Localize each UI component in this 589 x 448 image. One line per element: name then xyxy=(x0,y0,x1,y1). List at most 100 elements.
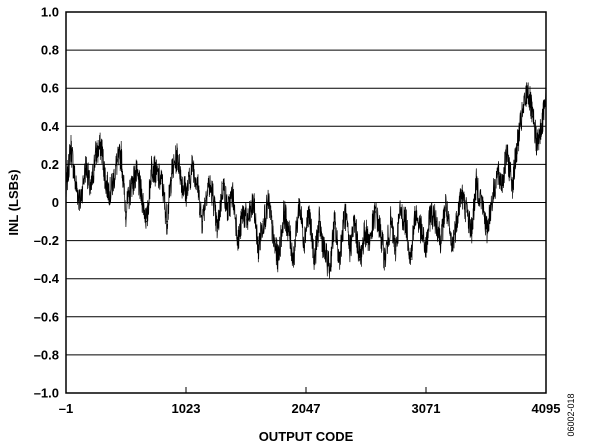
inl-data-point xyxy=(323,249,325,251)
inl-data-point xyxy=(247,220,249,223)
inl-data-point xyxy=(374,211,377,213)
inl-data-point xyxy=(512,182,514,185)
inl-data-point xyxy=(470,230,473,232)
inl-data-point xyxy=(161,182,163,185)
inl-data-point xyxy=(216,230,218,232)
inl-data-point xyxy=(135,173,138,175)
inl-data-point xyxy=(455,220,457,223)
y-tick-label: –1.0 xyxy=(34,386,59,401)
inl-data-point xyxy=(207,182,209,185)
inl-data-point xyxy=(338,259,340,261)
inl-data-point xyxy=(120,154,122,156)
inl-data-point xyxy=(268,201,270,204)
inl-data-point xyxy=(242,211,244,213)
y-tick-label: 0.2 xyxy=(41,157,59,172)
inl-data-point xyxy=(506,154,508,156)
inl-data-point xyxy=(151,163,153,165)
inl-data-point xyxy=(100,144,102,146)
inl-data-point xyxy=(253,201,255,204)
inl-data-point xyxy=(257,249,259,251)
inl-data-point xyxy=(166,220,168,223)
inl-data-point xyxy=(292,259,295,261)
inl-data-point xyxy=(298,201,300,204)
inl-data-point xyxy=(192,163,194,165)
inl-data-point xyxy=(231,192,234,194)
inl-data-point xyxy=(115,163,118,165)
inl-series-line xyxy=(65,82,547,279)
inl-data-point xyxy=(399,211,401,213)
inl-data-point xyxy=(170,173,173,175)
inl-data-point xyxy=(79,201,81,204)
inl-data-point xyxy=(308,211,310,213)
inl-data-point xyxy=(186,192,188,194)
y-tick-label: –0.8 xyxy=(34,347,59,362)
inl-data-point xyxy=(521,116,523,118)
inl-data-point xyxy=(70,144,72,146)
y-tick-label: 0.4 xyxy=(41,119,60,134)
x-tick-label: 1023 xyxy=(172,401,201,416)
inl-data-point xyxy=(140,192,142,194)
x-axis-ticks: –1 1023 2047 3071 4095 xyxy=(59,387,560,416)
inl-data-point xyxy=(344,211,346,213)
inl-data-point xyxy=(212,192,214,194)
inl-data-point xyxy=(425,249,427,251)
inl-data-point xyxy=(414,211,416,213)
x-tick-label: 2047 xyxy=(292,401,321,416)
x-tick-label: –1 xyxy=(59,401,73,416)
inl-data-point xyxy=(201,220,203,223)
inl-data-point xyxy=(460,192,462,194)
inl-data-point xyxy=(501,182,503,185)
y-tick-label: 0.6 xyxy=(41,81,59,96)
inl-data-point xyxy=(384,259,386,261)
inl-data-point xyxy=(353,220,355,223)
inl-data-point xyxy=(349,249,351,251)
inl-data-point xyxy=(466,211,468,213)
inl-data-point xyxy=(131,182,133,185)
inl-trace xyxy=(65,82,547,279)
inl-data-point xyxy=(486,230,488,232)
y-tick-label: 0 xyxy=(52,195,59,210)
y-tick-label: 1.0 xyxy=(41,5,59,20)
inl-data-point xyxy=(481,201,483,204)
inl-data-point xyxy=(313,259,316,261)
inl-data-point xyxy=(429,211,432,213)
inl-data-point xyxy=(110,192,112,194)
inl-data-point xyxy=(272,240,275,242)
inl-data-point xyxy=(359,259,361,261)
inl-data-point xyxy=(527,87,529,89)
inl-data-point xyxy=(227,211,229,213)
inl-data-point xyxy=(181,182,183,185)
inl-data-point xyxy=(445,201,447,204)
inl-data-point xyxy=(262,220,264,223)
inl-data-point xyxy=(420,230,422,232)
inl-data-point xyxy=(490,201,493,204)
x-axis-title: OUTPUT CODE xyxy=(259,429,354,444)
inl-data-point xyxy=(94,154,97,156)
inl-data-point xyxy=(410,259,412,261)
inl-data-point xyxy=(288,230,290,232)
inl-data-point xyxy=(105,182,107,185)
y-tick-label: 0.8 xyxy=(41,43,59,58)
grid-lines xyxy=(66,49,546,356)
inl-data-point xyxy=(90,192,92,194)
inl-data-point xyxy=(222,182,224,185)
y-tick-label: –0.4 xyxy=(34,271,60,286)
inl-data-point xyxy=(237,240,239,242)
y-axis-ticks: 1.0 0.8 0.6 0.4 0.2 0 –0.2 –0.4 –0.6 –0.8 –1.0 xyxy=(34,5,60,401)
inl-data-point xyxy=(531,116,534,118)
inl-data-point xyxy=(390,220,392,223)
inl-data-point xyxy=(451,249,453,251)
inl-data-point xyxy=(333,220,336,223)
inl-data-point xyxy=(283,211,285,213)
inl-data-point xyxy=(196,182,198,185)
y-tick-label: –0.6 xyxy=(34,309,59,324)
inl-data-point xyxy=(277,259,279,261)
inl-data-point xyxy=(85,163,87,165)
inl-data-point xyxy=(125,211,127,213)
inl-data-point xyxy=(303,240,305,242)
inl-data-point xyxy=(318,220,320,223)
inl-data-point xyxy=(394,249,397,251)
inl-data-point xyxy=(496,173,498,175)
inl-data-point xyxy=(516,144,518,146)
inl-data-point xyxy=(536,144,538,146)
